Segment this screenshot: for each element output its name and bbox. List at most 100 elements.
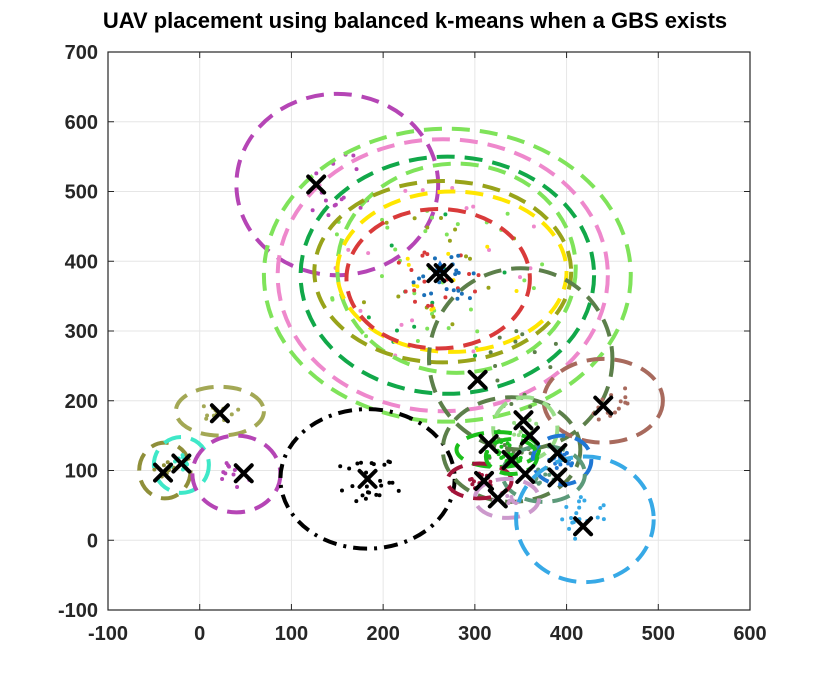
uav-marker-stroke <box>426 263 447 284</box>
user-point <box>235 484 240 489</box>
user-point <box>468 307 473 312</box>
user-point <box>573 536 578 541</box>
coverage-ellipse-22 <box>472 476 542 520</box>
user-point <box>612 410 617 415</box>
user-point <box>429 215 434 220</box>
user-point <box>471 204 476 209</box>
uav-marker-4 <box>593 395 614 416</box>
user-point <box>447 238 452 243</box>
user-point <box>486 285 491 290</box>
user-point <box>231 472 236 477</box>
user-point <box>346 247 351 252</box>
user-point <box>341 195 346 200</box>
user-point <box>396 294 401 299</box>
y-tick-label: 500 <box>65 182 98 204</box>
user-point <box>467 271 472 276</box>
user-point <box>444 232 449 237</box>
user-point <box>456 288 461 293</box>
uav-marker-12 <box>153 462 174 483</box>
uav-marker-stroke <box>474 470 495 491</box>
user-point <box>314 171 319 176</box>
user-point <box>384 220 389 225</box>
user-point <box>232 467 237 472</box>
user-point <box>488 479 493 484</box>
coverage-ellipse-24 <box>514 454 656 585</box>
user-point <box>453 272 458 277</box>
user-point <box>464 254 469 259</box>
user-point <box>201 404 206 409</box>
user-point <box>382 462 387 467</box>
user-point <box>412 324 417 329</box>
uav-marker-stroke <box>515 463 536 484</box>
user-point <box>354 499 359 504</box>
user-point <box>571 520 576 525</box>
user-point <box>459 291 464 296</box>
user-point <box>505 493 510 498</box>
user-point <box>522 278 527 283</box>
user-point <box>416 276 421 281</box>
user-point <box>358 205 363 210</box>
user-point <box>446 251 451 256</box>
user-point <box>420 253 425 258</box>
user-point <box>444 287 449 292</box>
user-point <box>456 270 461 275</box>
user-point <box>406 262 411 267</box>
user-point <box>152 467 157 472</box>
user-point <box>578 495 583 500</box>
user-point <box>574 511 579 516</box>
user-point <box>421 274 426 279</box>
user-point <box>534 421 539 426</box>
user-point <box>204 416 209 421</box>
user-point <box>423 229 428 234</box>
user-point <box>390 480 395 485</box>
user-point <box>471 349 476 354</box>
user-point <box>386 459 391 464</box>
coverage-ellipse-2 <box>275 137 610 414</box>
user-point <box>469 477 474 482</box>
uav-marker-stroke <box>593 395 614 416</box>
user-point <box>334 232 339 237</box>
user-point <box>532 350 537 355</box>
uav-marker-stroke <box>306 174 327 195</box>
user-point <box>600 397 605 402</box>
x-tick-label: 200 <box>366 623 399 645</box>
user-point <box>431 314 436 319</box>
user-point <box>601 517 606 522</box>
user-point <box>432 256 437 261</box>
user-point <box>455 296 460 301</box>
user-point <box>339 488 344 493</box>
uav-marker-stroke <box>487 488 508 509</box>
uav-marker-stroke <box>433 263 454 284</box>
uav-marker-16 <box>357 468 378 489</box>
user-point <box>527 418 532 423</box>
user-point <box>528 404 533 409</box>
y-tick-label: 100 <box>65 461 98 483</box>
user-point <box>378 478 383 483</box>
user-point <box>509 401 514 406</box>
user-point <box>558 462 563 467</box>
user-point <box>361 300 366 305</box>
user-point <box>623 400 628 405</box>
user-point <box>354 167 359 172</box>
coverage-ellipse-23 <box>483 437 540 476</box>
user-point <box>221 470 226 475</box>
user-point <box>553 341 558 346</box>
user-point <box>330 297 335 302</box>
user-point <box>497 335 502 340</box>
user-point <box>569 515 574 520</box>
user-point <box>411 280 416 285</box>
user-point <box>415 284 420 289</box>
coverage-ellipse-15 <box>278 407 457 551</box>
user-point <box>514 329 519 334</box>
user-point <box>371 462 376 467</box>
user-point <box>567 526 572 531</box>
user-point <box>472 289 477 294</box>
uav-marker-stroke <box>357 468 378 489</box>
user-point <box>425 225 430 230</box>
user-point <box>429 291 434 296</box>
coverage-ellipse-18 <box>454 430 542 470</box>
uav-marker-5 <box>209 403 230 424</box>
user-point <box>429 303 434 308</box>
user-point <box>425 252 430 257</box>
user-point <box>520 332 525 337</box>
